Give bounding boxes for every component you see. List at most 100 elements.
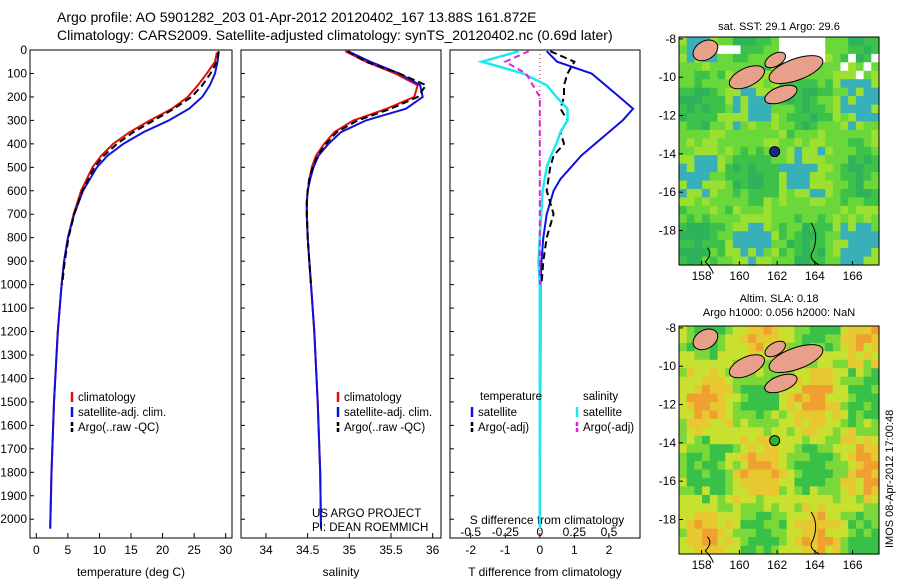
map-cell (786, 256, 795, 266)
map-cell (709, 469, 719, 479)
map-cell (863, 189, 872, 198)
map-cell (755, 45, 765, 55)
map-cell (863, 70, 872, 80)
map-cell (694, 248, 703, 258)
map-cell (717, 334, 726, 344)
top-tick-label: -0.25 (492, 525, 520, 539)
map-cell (755, 334, 765, 344)
map-cell (832, 138, 842, 148)
map-cell (702, 393, 711, 403)
map-cell (771, 494, 780, 504)
map-cell (686, 376, 695, 386)
map-cell (794, 113, 803, 122)
map-cell (817, 104, 826, 114)
map-cell (840, 385, 849, 395)
map-cell (702, 104, 711, 114)
map-cell (686, 239, 695, 249)
map-cell (825, 537, 834, 547)
map-cell (740, 248, 749, 258)
map-cell (817, 478, 826, 487)
map-cell (871, 385, 880, 395)
map-cell (763, 537, 772, 547)
y-tick-label: 1800 (0, 465, 27, 479)
map-cell (848, 239, 857, 249)
map-cell (732, 469, 742, 479)
map-cell (825, 511, 834, 521)
map-cell (771, 444, 780, 454)
map-cell (794, 418, 803, 428)
map-cell (840, 138, 849, 148)
map-cell (832, 239, 842, 249)
map-cell (679, 461, 688, 471)
map-cell (725, 452, 734, 462)
map-cell (863, 511, 872, 521)
map-cell (717, 146, 726, 156)
map-cell (809, 189, 819, 198)
map-cell (817, 231, 826, 241)
map-cell (740, 146, 749, 156)
map-cell (840, 189, 849, 198)
map-cell (809, 385, 819, 395)
map-cell (679, 180, 688, 190)
map-cell (732, 418, 742, 428)
map-cell (702, 146, 711, 156)
map-cell (779, 520, 788, 530)
map-cell (679, 222, 688, 232)
map-cell (717, 368, 726, 378)
series-argo (61, 51, 220, 285)
map-cell (732, 146, 742, 156)
map-cell (779, 239, 788, 249)
map-cell (748, 334, 757, 344)
map-cell (732, 402, 742, 411)
map-cell (825, 79, 834, 89)
map-cell (786, 418, 795, 428)
map-cell (840, 342, 849, 352)
map-cell (863, 376, 872, 386)
map-cell (809, 427, 819, 437)
map-cell (786, 172, 795, 182)
map-cell (755, 239, 765, 249)
map-cell (763, 528, 772, 538)
map-cell (779, 486, 788, 496)
map-cell (786, 402, 795, 411)
map-cell (686, 62, 695, 72)
map-cell (855, 256, 865, 266)
map-cell (771, 256, 780, 266)
map-cell (840, 129, 849, 139)
map-cell (863, 45, 872, 55)
map-cell (748, 410, 757, 420)
map-cell (848, 172, 857, 182)
map-cell (717, 418, 726, 428)
map-cell (840, 393, 849, 403)
map-cell (679, 197, 688, 207)
map-cell (825, 469, 834, 479)
map-cell (848, 376, 857, 386)
map-cell (863, 351, 872, 361)
map-cell (771, 231, 780, 241)
map-cell (809, 376, 819, 386)
map-cell (863, 113, 872, 122)
map-cell (702, 410, 711, 420)
map-cell (763, 427, 772, 437)
map-cell (679, 444, 688, 454)
map-cell (748, 469, 757, 479)
map-cell (809, 520, 819, 530)
map-cell (755, 452, 765, 462)
map-cell (679, 342, 688, 352)
map-cell (694, 452, 703, 462)
map-cell (732, 435, 742, 445)
map-cell (871, 528, 880, 538)
map-cell (702, 537, 711, 547)
map-cell (686, 256, 695, 266)
map-cell (779, 402, 788, 411)
map-cell (863, 334, 872, 344)
map-cell (848, 503, 857, 513)
map-cell (763, 478, 772, 487)
map-cell (717, 326, 726, 335)
map-cell (832, 197, 842, 207)
map-cell (825, 104, 834, 114)
map-cell (855, 537, 865, 547)
map-cell (802, 214, 811, 224)
map-cell (779, 418, 788, 428)
map-cell (802, 146, 811, 156)
